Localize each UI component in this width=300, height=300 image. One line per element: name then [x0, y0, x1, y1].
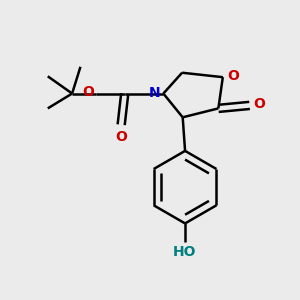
Text: O: O [115, 130, 127, 144]
Text: O: O [227, 69, 239, 83]
Text: HO: HO [173, 245, 196, 259]
Text: O: O [82, 85, 94, 99]
Text: O: O [254, 97, 266, 111]
Text: N: N [149, 86, 161, 100]
